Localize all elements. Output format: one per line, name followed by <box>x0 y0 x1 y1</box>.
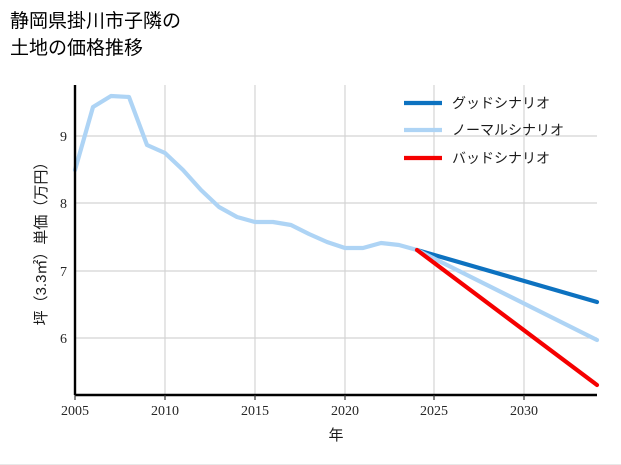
y-tick-label-9: 9 <box>60 130 67 145</box>
x-gridlines <box>164 85 525 395</box>
x-tick-label-2025: 2025 <box>420 404 448 419</box>
series-line-historical <box>72 93 420 253</box>
x-tick-label-2005: 2005 <box>61 404 89 419</box>
series-line-good <box>414 247 600 305</box>
legend: グッドシナリオ ノーマルシナリオ バッドシナリオ <box>404 96 564 167</box>
legend-label-good: グッドシナリオ <box>452 96 550 112</box>
chart-title-line-1: 静岡県掛川市子隣の <box>10 11 182 32</box>
x-tick-label-2010: 2010 <box>151 404 179 419</box>
legend-label-normal: ノーマルシナリオ <box>452 124 564 139</box>
y-tick-label-6: 6 <box>60 332 67 347</box>
x-tick-marks <box>74 395 525 400</box>
series-line-bad <box>414 247 600 388</box>
x-tick-label-2020: 2020 <box>331 404 359 419</box>
series-line-normal <box>414 247 600 343</box>
legend-label-bad: バッドシナリオ <box>452 152 550 167</box>
y-tick-label-8: 8 <box>60 197 67 212</box>
chart-title: 静岡県掛川市子隣の 土地の価格推移 <box>10 8 181 62</box>
chart-title-line-2: 土地の価格推移 <box>10 38 144 59</box>
x-axis-label: 年 <box>328 427 343 444</box>
y-gridlines <box>75 135 597 339</box>
x-tick-label-2015: 2015 <box>241 404 269 419</box>
y-axis-label: 坪（3.3㎡）単価（万円） <box>33 155 50 326</box>
plot-background <box>75 85 597 395</box>
x-tick-label-2030: 2030 <box>510 404 538 419</box>
y-tick-label-7: 7 <box>60 265 67 280</box>
